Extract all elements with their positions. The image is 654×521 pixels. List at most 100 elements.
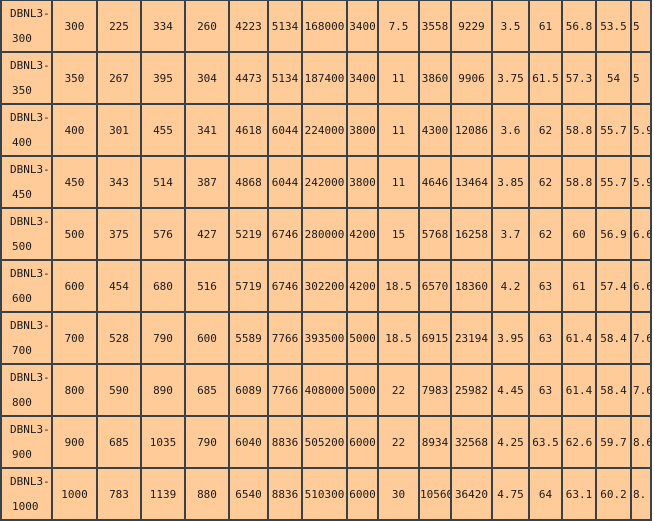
value-cell: 6570 bbox=[418, 259, 452, 313]
value-cell: 57.4 bbox=[595, 259, 632, 313]
model-cell: DBNL3- 450 bbox=[0, 155, 53, 209]
value-cell: 64 bbox=[528, 467, 563, 521]
value-cell: 3.5 bbox=[491, 0, 530, 53]
value-cell: 5.9 bbox=[630, 103, 652, 157]
value-cell: 4.2 bbox=[491, 259, 530, 313]
value-cell: 5768 bbox=[418, 207, 452, 261]
value-cell: 783 bbox=[96, 467, 142, 521]
value-cell: 62 bbox=[528, 207, 563, 261]
value-cell: 301 bbox=[96, 103, 142, 157]
value-cell: 5000 bbox=[346, 311, 379, 365]
value-cell: 6540 bbox=[228, 467, 269, 521]
value-cell: 59.7 bbox=[595, 415, 632, 469]
value-cell: 343 bbox=[96, 155, 142, 209]
value-cell: 30 bbox=[377, 467, 420, 521]
value-cell: 56.9 bbox=[595, 207, 632, 261]
model-prefix: DBNL3- bbox=[10, 475, 50, 488]
value-cell: 5589 bbox=[228, 311, 269, 365]
value-cell: 455 bbox=[140, 103, 186, 157]
value-cell: 900 bbox=[51, 415, 98, 469]
model-prefix: DBNL3- bbox=[10, 319, 50, 332]
value-cell: 18.5 bbox=[377, 259, 420, 313]
value-cell: 25982 bbox=[450, 363, 493, 417]
value-cell: 58.8 bbox=[561, 103, 597, 157]
table-row: DBNL3- 1000 1000 783 1139 880 6540 8836 510300 60… bbox=[0, 467, 652, 521]
value-cell: 4200 bbox=[346, 207, 379, 261]
model-cell: DBNL3- 1000 bbox=[0, 467, 53, 521]
value-cell: 400 bbox=[51, 103, 98, 157]
value-cell: 7.6 bbox=[630, 363, 652, 417]
value-cell: 11 bbox=[377, 103, 420, 157]
value-cell: 22 bbox=[377, 363, 420, 417]
value-cell: 3558 bbox=[418, 0, 452, 53]
value-cell: 63 bbox=[528, 259, 563, 313]
value-cell: 6040 bbox=[228, 415, 269, 469]
value-cell: 5 bbox=[630, 51, 652, 105]
value-cell: 5134 bbox=[267, 51, 303, 105]
value-cell: 4223 bbox=[228, 0, 269, 53]
value-cell: 685 bbox=[184, 363, 230, 417]
value-cell: 5134 bbox=[267, 0, 303, 53]
value-cell: 8.6 bbox=[630, 415, 652, 469]
value-cell: 61.4 bbox=[561, 363, 597, 417]
value-cell: 4868 bbox=[228, 155, 269, 209]
value-cell: 590 bbox=[96, 363, 142, 417]
value-cell: 32568 bbox=[450, 415, 493, 469]
value-cell: 6.6 bbox=[630, 207, 652, 261]
value-cell: 12086 bbox=[450, 103, 493, 157]
value-cell: 9906 bbox=[450, 51, 493, 105]
value-cell: 60.2 bbox=[595, 467, 632, 521]
value-cell: 58.8 bbox=[561, 155, 597, 209]
value-cell: 516 bbox=[184, 259, 230, 313]
table-row: DBNL3- 400 400 301 455 341 4618 6044 224000 3800 1… bbox=[0, 103, 652, 157]
value-cell: 880 bbox=[184, 467, 230, 521]
value-cell: 55.7 bbox=[595, 103, 632, 157]
value-cell: 350 bbox=[51, 51, 98, 105]
value-cell: 18360 bbox=[450, 259, 493, 313]
table-row: DBNL3- 300 300 225 334 260 4223 5134 168000 3400 7… bbox=[0, 0, 652, 53]
model-size: 350 bbox=[12, 84, 32, 97]
value-cell: 304 bbox=[184, 51, 230, 105]
model-size: 1000 bbox=[12, 500, 39, 513]
value-cell: 790 bbox=[184, 415, 230, 469]
value-cell: 510300 bbox=[301, 467, 348, 521]
value-cell: 11 bbox=[377, 155, 420, 209]
value-cell: 6000 bbox=[346, 415, 379, 469]
value-cell: 7766 bbox=[267, 311, 303, 365]
value-cell: 6044 bbox=[267, 103, 303, 157]
value-cell: 15 bbox=[377, 207, 420, 261]
value-cell: 61.4 bbox=[561, 311, 597, 365]
value-cell: 63.1 bbox=[561, 467, 597, 521]
value-cell: 7.6 bbox=[630, 311, 652, 365]
value-cell: 600 bbox=[184, 311, 230, 365]
value-cell: 5000 bbox=[346, 363, 379, 417]
table-row: DBNL3- 700 700 528 790 600 5589 7766 393500 5000 1… bbox=[0, 311, 652, 365]
value-cell: 168000 bbox=[301, 0, 348, 53]
value-cell: 302200 bbox=[301, 259, 348, 313]
value-cell: 427 bbox=[184, 207, 230, 261]
model-size: 400 bbox=[12, 136, 32, 149]
model-size: 900 bbox=[12, 448, 32, 461]
value-cell: 8836 bbox=[267, 415, 303, 469]
value-cell: 4646 bbox=[418, 155, 452, 209]
value-cell: 58.4 bbox=[595, 363, 632, 417]
value-cell: 16258 bbox=[450, 207, 493, 261]
value-cell: 4300 bbox=[418, 103, 452, 157]
model-cell: DBNL3- 900 bbox=[0, 415, 53, 469]
value-cell: 61.5 bbox=[528, 51, 563, 105]
model-prefix: DBNL3- bbox=[10, 371, 50, 384]
model-cell: DBNL3- 700 bbox=[0, 311, 53, 365]
value-cell: 700 bbox=[51, 311, 98, 365]
model-size: 300 bbox=[12, 32, 32, 45]
value-cell: 57.3 bbox=[561, 51, 597, 105]
value-cell: 6746 bbox=[267, 259, 303, 313]
model-size: 700 bbox=[12, 344, 32, 357]
value-cell: 514 bbox=[140, 155, 186, 209]
value-cell: 393500 bbox=[301, 311, 348, 365]
value-cell: 9229 bbox=[450, 0, 493, 53]
value-cell: 3400 bbox=[346, 0, 379, 53]
model-prefix: DBNL3- bbox=[10, 59, 50, 72]
model-cell: DBNL3- 500 bbox=[0, 207, 53, 261]
value-cell: 300 bbox=[51, 0, 98, 53]
